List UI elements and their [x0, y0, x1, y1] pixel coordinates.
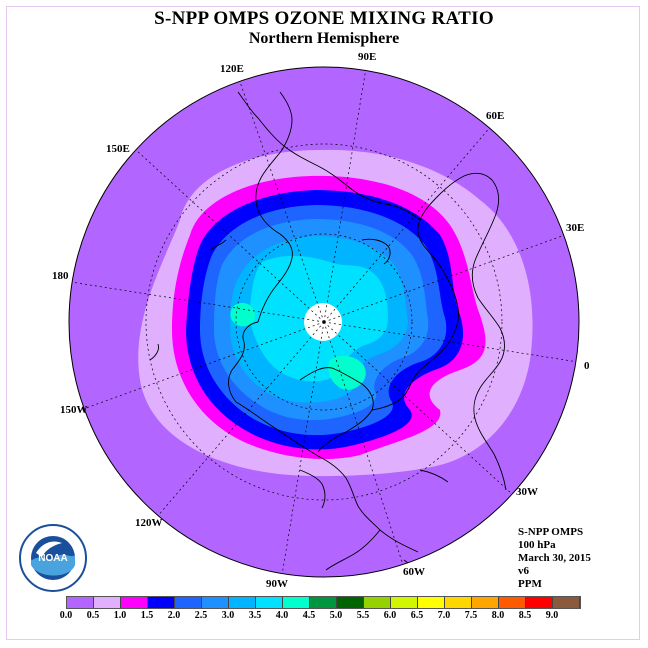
colorbar-tick-label: 0.5	[86, 610, 100, 621]
colorbar-swatch	[94, 597, 121, 608]
info-block: S-NPP OMPS 100 hPa March 30, 2015 v6 PPM	[518, 526, 591, 591]
colorbar-swatch	[526, 597, 553, 608]
info-instrument: S-NPP OMPS	[518, 526, 584, 538]
graticule	[70, 67, 579, 576]
field-band-4.0-plus-a	[230, 302, 256, 327]
colorbar-swatch	[310, 597, 337, 608]
colorbar-tick-label: 8.0	[491, 610, 505, 621]
field-band-4.0-plus-b	[328, 355, 366, 390]
colorbar-tick-label: 9.0	[545, 610, 559, 621]
colorbar-swatch	[499, 597, 526, 608]
colorbar-tick-label: 4.5	[302, 610, 316, 621]
colorbar-tick-label: 1.5	[140, 610, 154, 621]
colorbar-tick-label: 2.0	[167, 610, 181, 621]
noaa-logo-text: NOAA	[38, 553, 67, 564]
colorbar-tick-label: 5.5	[356, 610, 370, 621]
lon-label-150w: 150W	[60, 404, 88, 416]
colorbar-tick-label: 7.0	[437, 610, 451, 621]
lon-label-120w: 120W	[135, 517, 163, 529]
colorbar-swatch	[283, 597, 310, 608]
colorbar-tick-label: 8.5	[518, 610, 532, 621]
colorbar-tick-label: 7.5	[464, 610, 478, 621]
colorbar-swatch	[472, 597, 499, 608]
colorbar-swatch	[202, 597, 229, 608]
info-version: v6	[518, 565, 529, 577]
colorbar-swatch	[256, 597, 283, 608]
map-subtitle: Northern Hemisphere	[248, 30, 400, 47]
colorbar-swatch	[418, 597, 445, 608]
colorbar-swatch	[391, 597, 418, 608]
colorbar-swatch	[364, 597, 391, 608]
figure-frame	[6, 6, 640, 640]
colorbar-swatch	[553, 597, 580, 608]
colorbar-swatch	[445, 597, 472, 608]
lon-label-30w: 30W	[516, 486, 538, 498]
colorbar-swatch	[229, 597, 256, 608]
colorbar-swatch	[148, 597, 175, 608]
colorbar	[66, 596, 581, 609]
lon-label-30e: 30E	[566, 222, 585, 234]
colorbar-swatch	[337, 597, 364, 608]
lon-label-90w: 90W	[266, 578, 288, 590]
lon-label-60e: 60E	[486, 110, 505, 122]
lon-label-60w: 60W	[403, 566, 425, 578]
colorbar-tick-label: 6.5	[410, 610, 424, 621]
info-level: 100 hPa	[518, 539, 556, 551]
noaa-logo: NOAA	[18, 523, 88, 593]
colorbar-ticks: 0.0 0.5 1.0 1.5 2.0 2.5 3.0 3.5 4.0 4.5 5.0 5.5 6.0 6…	[0, 610, 648, 624]
coastlines	[149, 91, 507, 577]
lon-label-150e: 150E	[106, 143, 130, 155]
colorbar-swatch	[121, 597, 148, 608]
colorbar-tick-label: 1.0	[113, 610, 127, 621]
lon-label-180: 180	[52, 270, 69, 282]
colorbar-tick-label: 6.0	[383, 610, 397, 621]
info-date: March 30, 2015	[518, 552, 591, 564]
colorbar-swatch	[67, 597, 94, 608]
colorbar-tick-label: 3.5	[248, 610, 262, 621]
colorbar-tick-label: 4.0	[275, 610, 289, 621]
colorbar-tick-label: 0.0	[59, 610, 73, 621]
info-units: PPM	[518, 578, 542, 590]
colorbar-tick-label: 5.0	[329, 610, 343, 621]
lon-label-90e: 90E	[358, 51, 377, 63]
map-title: S-NPP OMPS OZONE MIXING RATIO	[154, 8, 494, 29]
lon-label-0: 0	[584, 360, 590, 372]
map-border	[68, 66, 580, 578]
colorbar-tick-label: 3.0	[221, 610, 235, 621]
colorbar-swatch	[175, 597, 202, 608]
lon-label-120e: 120E	[220, 63, 244, 75]
colorbar-tick-label: 2.5	[194, 610, 208, 621]
